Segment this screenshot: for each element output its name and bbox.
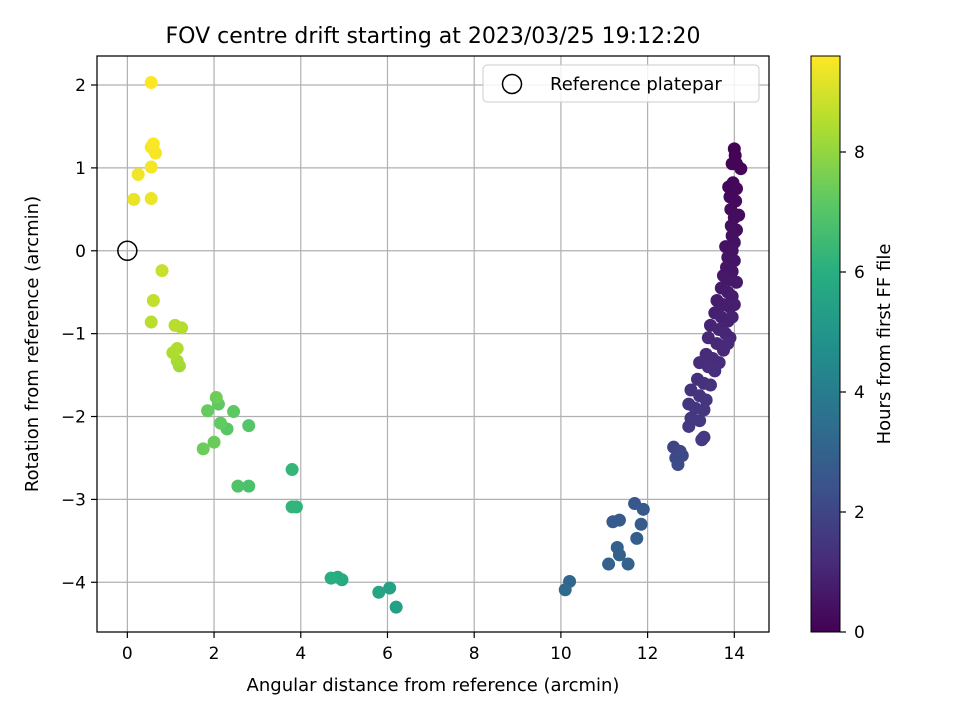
scatter-point <box>636 502 650 516</box>
colorbar-ticks: 0 2 4 6 8 <box>840 143 865 643</box>
y-tick-label: 2 <box>75 76 86 96</box>
chart-title: FOV centre drift starting at 2023/03/25 … <box>166 24 701 49</box>
scatter-point <box>207 435 221 449</box>
scatter-point <box>708 364 722 378</box>
scatter-point <box>201 404 215 418</box>
scatter-point <box>630 531 644 545</box>
x-tick-label: 2 <box>209 644 220 664</box>
scatter-point <box>242 419 256 433</box>
y-tick-label: −4 <box>61 573 86 593</box>
x-tick-label: 0 <box>122 644 133 664</box>
scatter-point <box>227 405 241 419</box>
colorbar-tick-label: 0 <box>854 623 865 643</box>
scatter-point <box>209 390 223 404</box>
colorbar-label: Hours from first FF file <box>874 244 895 445</box>
x-tick-label: 10 <box>550 644 572 664</box>
y-axis-label: Rotation from reference (arcmin) <box>22 196 43 492</box>
y-tick-label: 0 <box>75 242 86 262</box>
x-axis-label: Angular distance from reference (arcmin) <box>247 675 620 696</box>
scatter-point <box>734 162 748 176</box>
scatter-point <box>144 315 158 329</box>
scatter-point <box>682 419 696 433</box>
plot-frame <box>96 55 770 633</box>
scatter-point <box>196 442 210 456</box>
scatter-point <box>697 403 711 417</box>
scatter-point <box>729 275 743 289</box>
colorbar-frame <box>810 55 841 633</box>
scatter-point <box>671 458 685 472</box>
colorbar <box>811 56 840 632</box>
legend-entry-label: Reference platepar <box>550 74 722 95</box>
grid-lines <box>97 56 769 632</box>
scatter-point <box>144 76 158 90</box>
scatter-point <box>606 515 620 529</box>
scatter-point <box>144 192 158 206</box>
reference-point-marker <box>117 240 138 262</box>
scatter-point <box>146 137 160 151</box>
y-tick-label: −1 <box>61 325 86 345</box>
colorbar-tick-label: 2 <box>854 503 865 523</box>
x-tick-label: 14 <box>723 644 745 664</box>
scatter-point <box>725 310 739 324</box>
scatter-point <box>170 342 184 356</box>
legend-marker-icon <box>501 73 523 95</box>
colorbar-tick-label: 6 <box>854 263 865 283</box>
x-tick-label: 4 <box>295 644 306 664</box>
scatter-point <box>383 581 397 595</box>
scatter-point <box>612 548 626 562</box>
scatter-point <box>621 557 635 571</box>
scatter-point <box>324 571 338 585</box>
scatter-point <box>634 517 648 531</box>
scatter-points <box>127 76 748 614</box>
y-tick-label: 1 <box>75 159 86 179</box>
scatter-point <box>695 433 709 447</box>
scatter-point <box>372 585 386 599</box>
scatter-point <box>214 416 228 430</box>
colorbar-tick-label: 8 <box>854 143 865 163</box>
legend-box <box>482 64 760 103</box>
scatter-point <box>693 414 707 428</box>
x-tick-label: 12 <box>637 644 659 664</box>
scatter-point <box>231 479 245 493</box>
scatter-point <box>727 298 741 312</box>
scatter-point <box>602 557 616 571</box>
colorbar-tick-label: 4 <box>854 383 865 403</box>
scatter-point <box>146 293 160 307</box>
y-tick-label: −3 <box>61 490 86 510</box>
scatter-point <box>285 500 299 514</box>
y-tick-label: −2 <box>61 408 86 428</box>
scatter-point <box>558 583 572 597</box>
x-tick-label: 8 <box>469 644 480 664</box>
scatter-point <box>131 168 145 182</box>
scatter-point <box>721 337 735 351</box>
scatter-point <box>127 192 141 206</box>
scatter-point <box>389 600 403 614</box>
scatter-point <box>144 160 158 174</box>
scatter-point <box>242 479 256 493</box>
scatter-point <box>155 264 169 278</box>
legend: Reference platepar <box>482 64 760 103</box>
x-tick-label: 6 <box>382 644 393 664</box>
scatter-point <box>285 463 299 477</box>
scatter-point <box>699 393 713 407</box>
scatter-point <box>703 378 717 392</box>
scatter-point <box>168 318 182 332</box>
